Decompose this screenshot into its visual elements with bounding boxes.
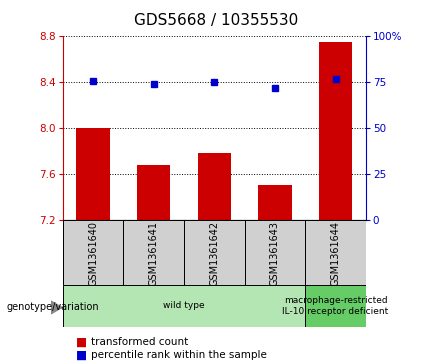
Text: percentile rank within the sample: percentile rank within the sample (91, 350, 267, 360)
Bar (76, 128, 110, 220)
Bar (123, 220, 184, 285)
Text: ■: ■ (76, 348, 87, 362)
Text: ■: ■ (76, 335, 87, 348)
Bar (305, 285, 366, 327)
Bar (63, 285, 305, 327)
Bar (245, 220, 305, 285)
Bar (319, 42, 352, 220)
Bar (198, 153, 231, 220)
Text: GSM1361641: GSM1361641 (149, 221, 159, 286)
Text: GSM1361643: GSM1361643 (270, 221, 280, 286)
Bar (184, 220, 245, 285)
Text: macrophage-restricted
IL-10 receptor deficient: macrophage-restricted IL-10 receptor def… (282, 296, 389, 315)
Text: GSM1361644: GSM1361644 (330, 221, 341, 286)
Text: GSM1361642: GSM1361642 (209, 221, 220, 286)
Text: GDS5668 / 10355530: GDS5668 / 10355530 (134, 13, 299, 28)
Bar (305, 220, 366, 285)
Text: wild type: wild type (163, 301, 205, 310)
Text: genotype/variation: genotype/variation (6, 302, 99, 313)
Bar (258, 185, 292, 220)
Bar (137, 165, 171, 220)
Text: transformed count: transformed count (91, 337, 188, 347)
Text: GSM1361640: GSM1361640 (88, 221, 98, 286)
Bar (63, 220, 123, 285)
Polygon shape (51, 301, 62, 314)
